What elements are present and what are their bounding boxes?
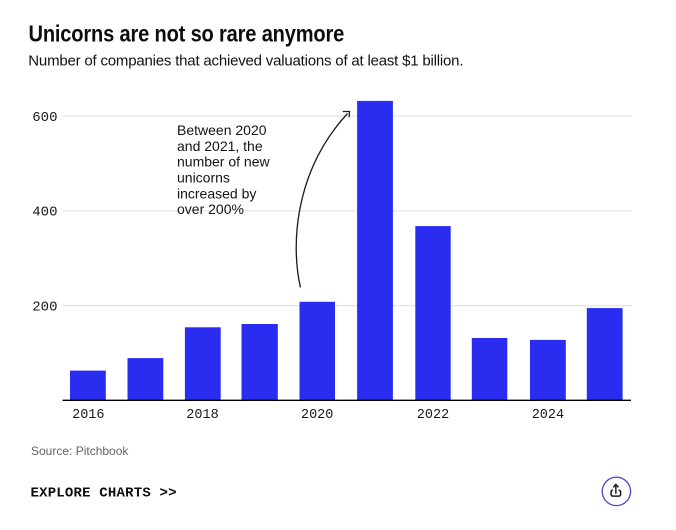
svg-text:Between 2020: Between 2020 (177, 122, 267, 138)
svg-text:unicorns: unicorns (177, 170, 230, 186)
svg-text:over 200%: over 200% (177, 201, 244, 217)
svg-text:2022: 2022 (417, 408, 449, 423)
svg-text:2024: 2024 (532, 408, 564, 423)
svg-text:2018: 2018 (186, 408, 218, 423)
svg-text:400: 400 (32, 205, 57, 221)
svg-text:600: 600 (32, 110, 57, 126)
svg-text:2016: 2016 (72, 408, 104, 423)
svg-text:200: 200 (32, 300, 57, 316)
svg-text:EXPLORE CHARTS >>: EXPLORE CHARTS >> (31, 486, 177, 502)
svg-text:increased by: increased by (177, 185, 256, 201)
svg-text:Number of companies that achie: Number of companies that achieved valuat… (28, 53, 463, 70)
svg-text:2020: 2020 (301, 408, 333, 423)
svg-text:and 2021, the: and 2021, the (177, 138, 263, 154)
svg-text:Source: Pitchbook: Source: Pitchbook (31, 444, 129, 458)
svg-text:Unicorns are not so rare anymo: Unicorns are not so rare anymore (29, 20, 345, 47)
svg-text:number of new: number of new (177, 154, 270, 170)
